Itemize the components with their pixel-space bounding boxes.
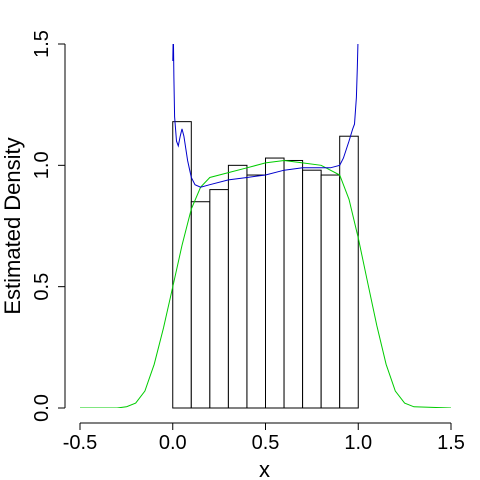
x-tick-label: 0.0: [159, 432, 187, 454]
histogram-bar: [320, 174, 341, 409]
histogram-bar: [190, 201, 211, 409]
x-axis-title: x: [259, 457, 270, 480]
histogram-bar: [246, 174, 266, 409]
histogram-bar: [283, 159, 304, 409]
histogram-bar: [339, 135, 359, 409]
x-tick-label: 1.0: [344, 432, 372, 454]
histogram-bar: [265, 157, 285, 409]
x-tick-label: 1.5: [437, 432, 465, 454]
y-tick-label: 0.0: [31, 394, 53, 422]
x-axis-ticks: -0.5 0.0 0.5 1.0 1.5: [63, 423, 465, 454]
y-tick-label: 1.0: [31, 151, 53, 179]
histogram-bar: [227, 164, 248, 409]
kde-curve-green: [80, 159, 451, 408]
y-axis-title: Estimated Density: [0, 137, 25, 314]
y-tick-label: 0.5: [31, 273, 53, 301]
histogram-bar: [302, 169, 322, 409]
kde-curve-blue: [172, 44, 359, 188]
x-tick-label: 0.5: [252, 432, 280, 454]
histogram-bars: [172, 121, 359, 409]
x-tick-label: -0.5: [63, 432, 97, 454]
y-tick-label: 1.5: [31, 30, 53, 58]
density-curves: [80, 44, 451, 408]
histogram-bar: [209, 189, 229, 409]
y-axis-ticks: 0.0 0.5 1.0 1.5: [31, 30, 65, 422]
